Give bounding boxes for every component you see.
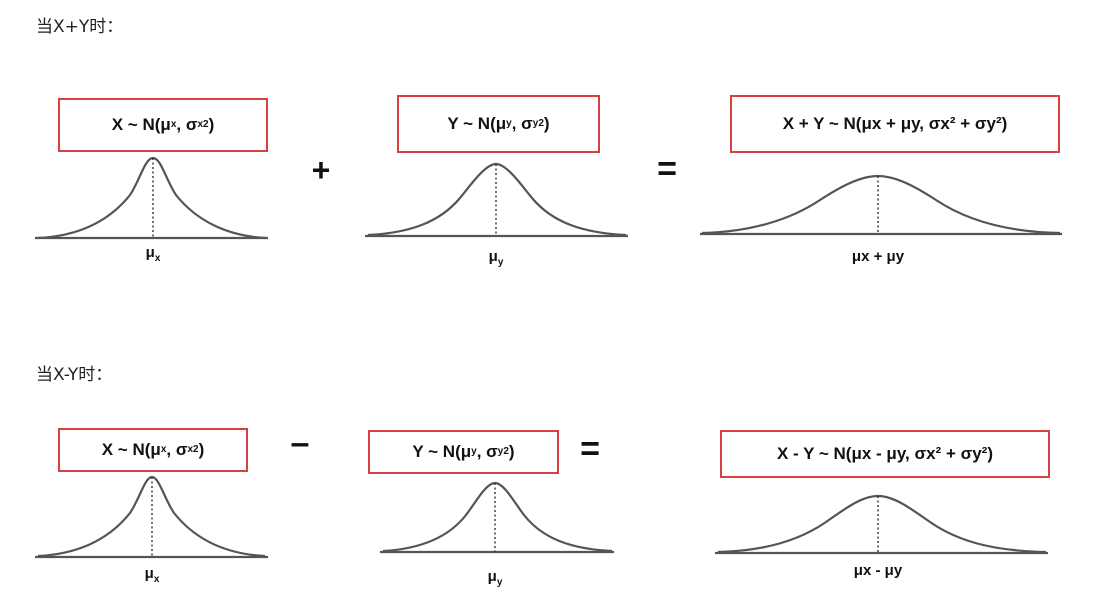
curve-sum-top	[701, 174, 1061, 235]
formula-text: , σ	[176, 115, 198, 134]
formula-box-x-diff: X ~ N(μ x, σ x 2)	[58, 428, 248, 472]
formula-text: )	[208, 115, 215, 134]
mean-subscript: y	[497, 257, 504, 268]
mean-label-x-diff: μx	[144, 565, 160, 585]
mean-label-text: x + μy	[861, 248, 905, 265]
curve-y-top	[367, 162, 627, 237]
curve-x-top	[37, 156, 267, 240]
formula-text: , σ	[511, 114, 533, 133]
curve-y-bottom	[382, 481, 613, 553]
section-heading-diff: 当X-Y时：	[36, 365, 113, 385]
mean-label-y-diff: μy	[487, 568, 503, 588]
mean-label-x-sum: μx	[145, 244, 161, 264]
formula-text: )	[508, 442, 515, 461]
formula-text: X ~ N(μ	[101, 440, 161, 459]
mean-subscript: x	[154, 253, 161, 264]
section-heading-sum: 当X+Y时：	[36, 17, 124, 37]
formula-box-y-diff: Y ~ N(μ y, σ y 2)	[368, 430, 559, 474]
formula-text: Y ~ N(μ	[447, 114, 507, 133]
mean-subscript: y	[496, 577, 503, 588]
plus-operator: +	[311, 152, 331, 188]
formula-text: Y ~ N(μ	[412, 442, 472, 461]
formula-text: )	[543, 114, 550, 133]
formula-text: X ~ N(μ	[111, 115, 171, 134]
formula-text: , σ	[476, 442, 498, 461]
formula-box-result-sum: X + Y ~ N(μx + μy, σx² + σy²)	[730, 95, 1060, 153]
formula-box-result-diff: X - Y ~ N(μx - μy, σx² + σy²)	[720, 430, 1050, 478]
mean-subscript: x	[153, 574, 160, 585]
mean-label-result-sum: μx + μy	[851, 248, 905, 265]
minus-operator: –	[290, 424, 310, 462]
formula-box-y-sum: Y ~ N(μ y, σ y 2)	[397, 95, 600, 153]
mean-label-result-diff: μx - μy	[853, 562, 903, 579]
curve-diff-bottom	[717, 494, 1047, 554]
equals-operator-diff: =	[580, 430, 600, 468]
equals-operator-sum: =	[657, 150, 677, 188]
formula-box-x-sum: X ~ N(μ x, σ x 2)	[58, 98, 268, 152]
formula-text: , σ	[166, 440, 188, 459]
formula-text: )	[198, 440, 205, 459]
curve-x-bottom	[37, 475, 266, 558]
mean-label-text: x - μy	[862, 562, 903, 579]
mean-label-y-sum: μy	[488, 248, 504, 268]
